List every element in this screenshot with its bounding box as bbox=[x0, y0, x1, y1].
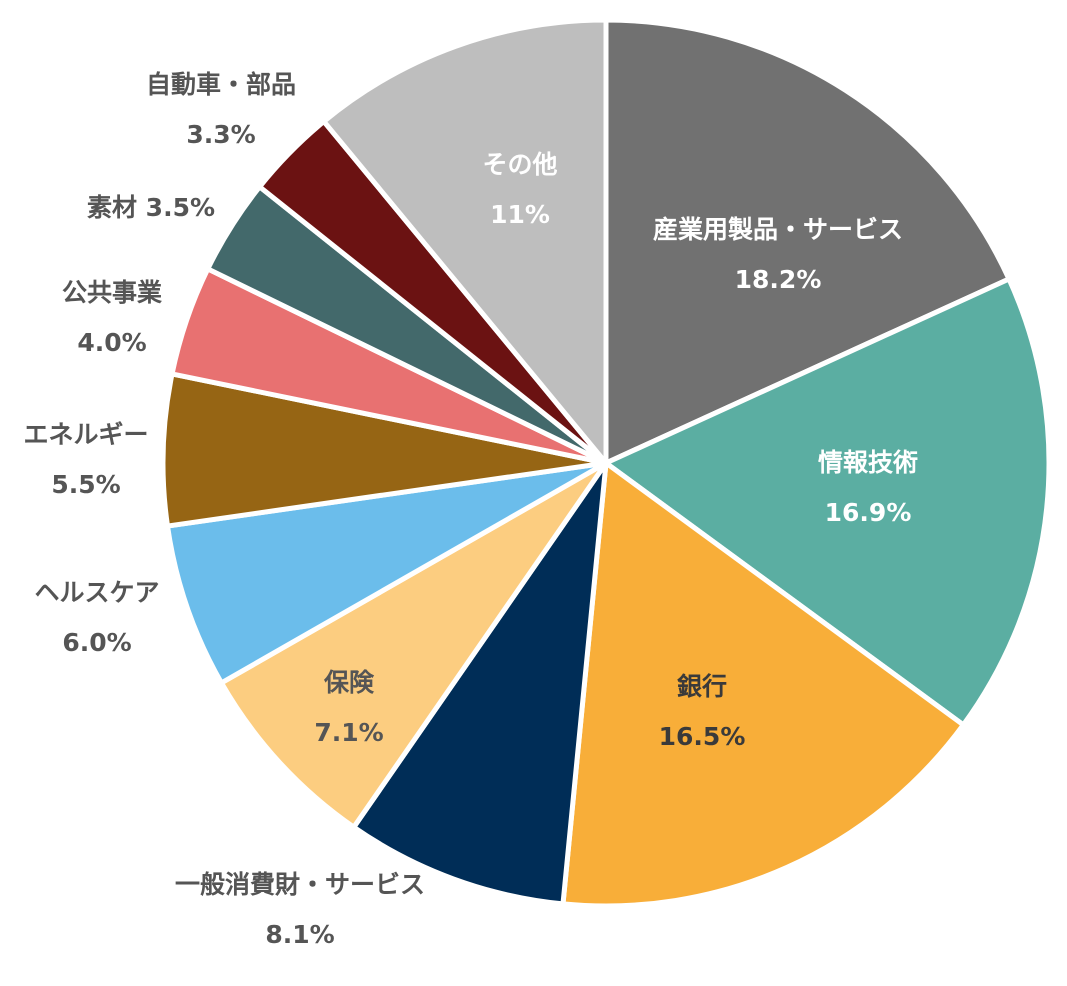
pie-slice bbox=[351, 460, 609, 907]
label-healthcare-name: ヘルスケア bbox=[34, 578, 160, 607]
label-utilities: 公共事業 4.0% bbox=[62, 268, 162, 368]
pie-slice bbox=[560, 460, 966, 909]
label-industrials: 産業用製品・サービス 18.2% bbox=[653, 205, 903, 305]
label-industrials-pct: 18.2% bbox=[734, 265, 822, 294]
label-energy-pct: 5.5% bbox=[51, 470, 121, 499]
pie-slice bbox=[603, 17, 1012, 466]
label-it: 情報技術 16.9% bbox=[818, 438, 918, 538]
label-insurance: 保険 7.1% bbox=[314, 658, 383, 758]
label-consumer-pct: 8.1% bbox=[265, 920, 335, 949]
pie-slice bbox=[603, 276, 1052, 728]
label-consumer-name: 一般消費財・サービス bbox=[174, 870, 426, 899]
label-banks-name: 銀行 bbox=[676, 672, 728, 701]
pie-slice bbox=[321, 17, 609, 466]
label-consumer: 一般消費財・サービス 8.1% bbox=[175, 860, 425, 960]
label-energy-name: エネルギー bbox=[23, 420, 149, 449]
label-banks: 銀行 16.5% bbox=[659, 662, 746, 762]
label-insurance-name: 保険 bbox=[323, 668, 374, 697]
label-autos-name: 自動車・部品 bbox=[145, 70, 297, 99]
label-autos-pct: 3.3% bbox=[186, 120, 256, 149]
label-autos: 自動車・部品 3.3% bbox=[146, 60, 296, 160]
pie-slice bbox=[165, 460, 609, 686]
label-it-name: 情報技術 bbox=[817, 448, 919, 477]
label-healthcare-pct: 6.0% bbox=[62, 628, 132, 657]
label-other-name: その他 bbox=[482, 150, 558, 179]
label-banks-pct: 16.5% bbox=[658, 722, 746, 751]
label-utilities-name: 公共事業 bbox=[61, 278, 163, 307]
label-industrials-name: 産業用製品・サービス bbox=[652, 215, 904, 244]
label-insurance-pct: 7.1% bbox=[314, 718, 384, 747]
pie-slice bbox=[218, 460, 609, 830]
label-other: その他 11% bbox=[482, 140, 557, 240]
label-healthcare: ヘルスケア 6.0% bbox=[34, 568, 159, 668]
label-it-pct: 16.9% bbox=[824, 498, 912, 527]
label-energy: エネルギー 5.5% bbox=[23, 410, 148, 510]
label-utilities-pct: 4.0% bbox=[77, 328, 147, 357]
label-other-pct: 11% bbox=[490, 200, 550, 229]
label-materials: 素材 3.5% bbox=[87, 183, 215, 233]
pie-slice bbox=[160, 371, 609, 529]
label-materials-name: 素材 3.5% bbox=[86, 193, 216, 222]
